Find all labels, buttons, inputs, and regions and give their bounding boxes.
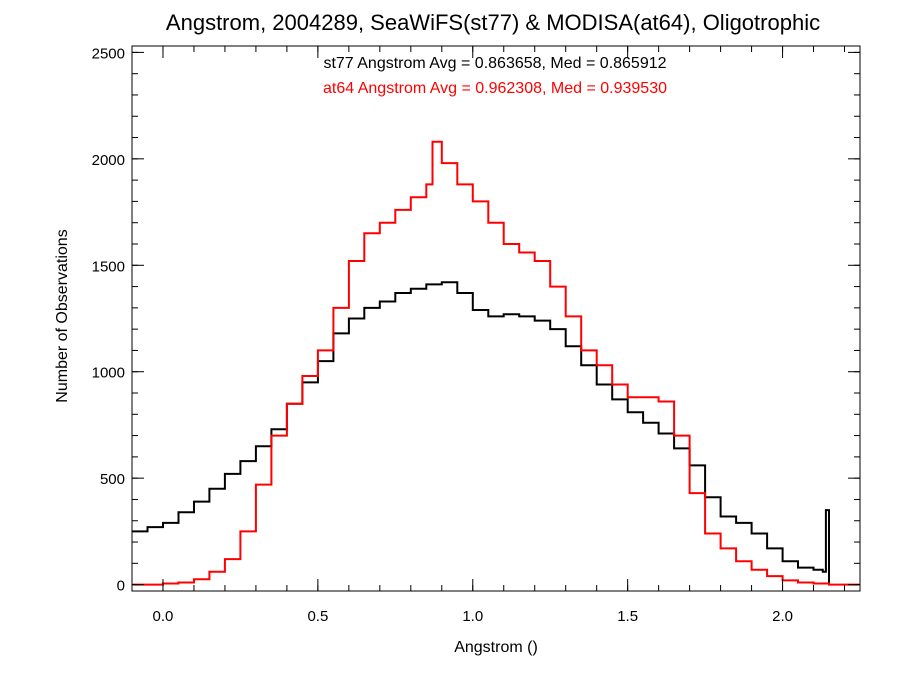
y-tick-label-3: 1500 <box>92 258 125 275</box>
ticks-layer: 0.0 0.5 1.0 1.5 2.0 0 500 1000 1500 2000 2500 <box>92 45 860 625</box>
at64-stats-annotation: at64 Angstrom Avg = 0.962308, Med = 0.93… <box>323 80 667 97</box>
y-tick-label-5: 2500 <box>92 45 125 62</box>
y-axis-label: Number of Observations <box>54 229 71 402</box>
x-tick-label-0: 0.0 <box>153 608 174 625</box>
x-tick-label-2: 1.0 <box>462 608 483 625</box>
series-line-1 <box>132 140 860 586</box>
x-tick-label-1: 0.5 <box>307 608 328 625</box>
st77-stats-annotation: st77 Angstrom Avg = 0.863658, Med = 0.86… <box>323 55 666 72</box>
chart-title: Angstrom, 2004289, SeaWiFS(st77) & MODIS… <box>166 10 820 35</box>
series-layer <box>132 140 860 586</box>
x-axis-label: Angstrom () <box>454 639 538 656</box>
x-tick-label-3: 1.5 <box>617 608 638 625</box>
plot-frame <box>131 45 861 592</box>
y-tick-label-0: 0 <box>117 578 125 595</box>
x-tick-label-4: 2.0 <box>772 608 793 625</box>
plot-border <box>131 45 861 592</box>
y-tick-label-1: 500 <box>100 471 125 488</box>
y-tick-label-4: 2000 <box>92 152 125 169</box>
series-line-0 <box>132 281 830 585</box>
y-tick-label-2: 1000 <box>92 365 125 382</box>
